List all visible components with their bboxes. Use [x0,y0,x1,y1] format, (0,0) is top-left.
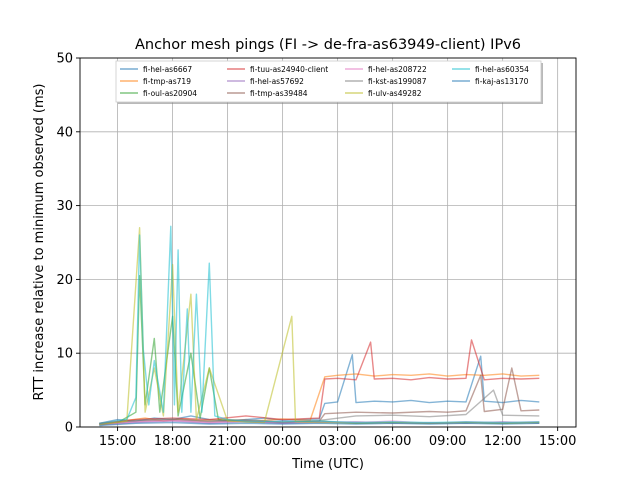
legend-label: fi-kst-as199087 [368,77,427,86]
axis-ticks: 15:00 18:00 21:00 00:00 03:00 06:00 09:00 12:00… [56,52,576,450]
y-axis-label: RTT increase relative to minimum observe… [32,84,47,401]
y-tick-label: 30 [56,199,73,214]
legend-box [115,60,542,103]
legend-label: fi-tmp-as39484 [250,89,308,98]
legend-label: fi-tmp-as719 [143,77,191,86]
plot-area [99,225,540,427]
x-tick-label: 03:00 [319,434,356,449]
series-line-fi-hel-as60354 [99,225,540,424]
y-tick-label: 10 [56,347,73,362]
series-line-fi-kst-as199087 [99,389,540,425]
x-tick-label: 18:00 [154,434,191,449]
x-tick-label: 00:00 [264,434,301,449]
series-line-fi-kaj-as13170 [99,421,540,427]
legend-label: fi-kaj-as13170 [475,77,529,86]
legend: fi-hel-as6667 fi-tmp-as719 fi-oul-as20904 f… [115,60,543,104]
legend-label: fi-ulv-as49282 [368,89,422,98]
y-tick-label: 20 [56,273,73,288]
x-tick-label: 15:00 [539,434,576,449]
legend-label: fi-hel-as208722 [368,65,427,74]
x-tick-label: 21:00 [209,434,246,449]
legend-label: fi-hel-as57692 [250,77,304,86]
legend-label: fi-oul-as20904 [143,89,197,98]
grid [80,57,576,428]
x-axis-label: Time (UTC) [291,457,364,472]
x-tick-label: 06:00 [374,434,411,449]
y-tick-label: 0 [65,421,73,436]
legend-label: fi-hel-as6667 [143,65,192,74]
chart-title: Anchor mesh pings (FI -> de-fra-as63949-… [135,37,521,53]
y-tick-label: 50 [56,52,73,67]
series-line-fi-tuu-as24940-client [99,339,540,424]
x-tick-label: 12:00 [484,434,521,449]
axes-frame [79,57,577,428]
legend-label: fi-hel-as60354 [475,65,529,74]
series-line-fi-hel-as6667 [99,354,540,424]
x-tick-label: 15:00 [99,434,136,449]
y-tick-label: 40 [56,125,73,140]
x-tick-label: 09:00 [429,434,466,449]
legend-label: fi-tuu-as24940-client [250,65,328,74]
